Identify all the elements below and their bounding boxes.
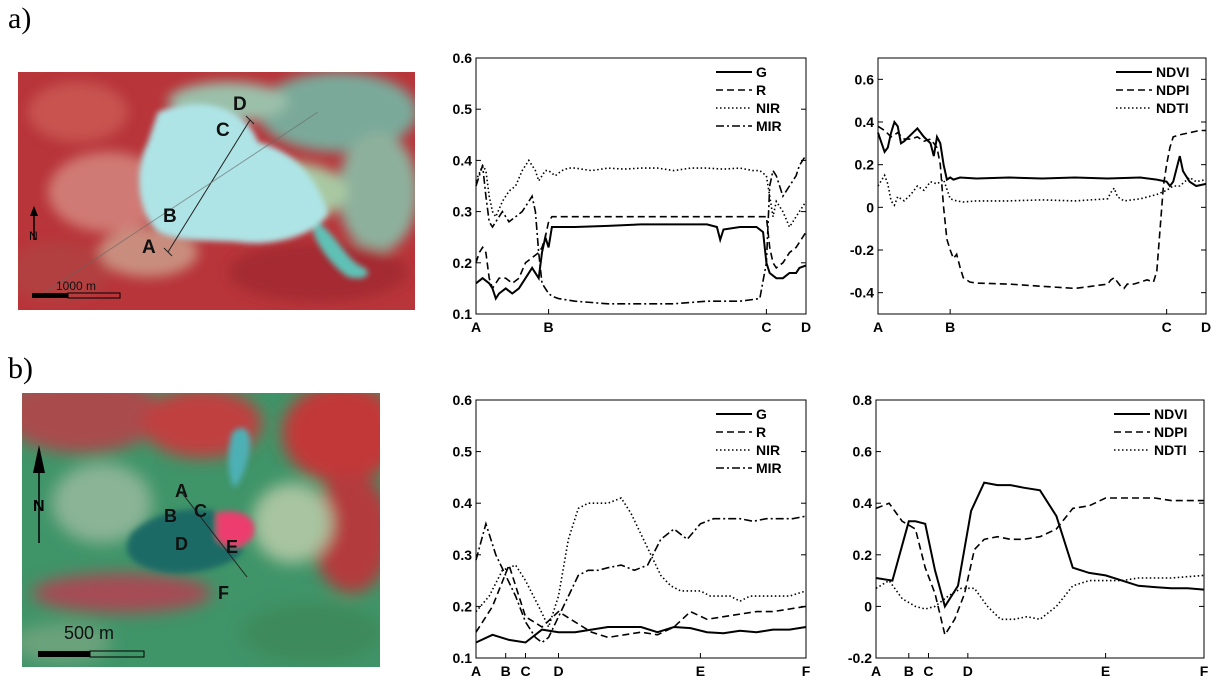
x-tick-label: B <box>945 319 955 335</box>
legend-label-r: R <box>756 424 766 440</box>
x-tick-label: B <box>544 319 554 335</box>
scale-label: 1000 m <box>56 279 96 293</box>
legend-label-mir: MIR <box>756 118 782 134</box>
x-tick-label: D <box>801 319 811 335</box>
legend-label-ndvi: NDVI <box>1154 406 1187 422</box>
point-label-d: D <box>233 94 247 115</box>
north-arrow-icon <box>30 206 38 240</box>
y-tick-label: -0.2 <box>848 650 872 666</box>
legend-label-ndpi: NDPI <box>1156 82 1189 98</box>
legend-label-ndpi: NDPI <box>1154 424 1187 440</box>
x-tick-label: E <box>1101 663 1110 679</box>
legend-label-mir: MIR <box>756 460 782 476</box>
panel-label-a: a) <box>8 2 32 35</box>
legend-label-ndti: NDTI <box>1156 100 1189 116</box>
y-tick-label: 0.3 <box>453 547 473 563</box>
band-reflectance-chart-a: 0.1 0.2 0.3 0.4 0.5 0.6 A B C D GR NIR MIR <box>453 50 812 335</box>
y-tick-label: 0.6 <box>855 71 875 87</box>
north-arrow-icon <box>33 445 45 543</box>
y-tick-label: 0 <box>866 199 874 215</box>
series-line-ndpi <box>875 497 1204 637</box>
x-tick-label: D <box>963 663 973 679</box>
x-tick-label: F <box>802 663 811 679</box>
y-tick-label: 0.6 <box>453 392 473 408</box>
y-tick-label: 0.5 <box>453 101 473 117</box>
series-line-mir <box>475 154 807 305</box>
band-reflectance-chart-b: 0.1 0.2 0.3 0.4 0.5 0.6 A B C D E F GR NIR MIR <box>453 392 811 679</box>
series-line-ndpi <box>877 125 1206 290</box>
point-label-f: F <box>218 583 229 603</box>
legend-label-r: R <box>756 82 766 98</box>
point-label-c: C <box>216 120 230 141</box>
point-label-a: A <box>175 481 188 501</box>
index-chart-b: -0.2 0 0.2 0.4 0.6 0.8 A B C D E F NDVI NDPI NDTI <box>848 392 1209 679</box>
series-line-ndti <box>875 574 1205 621</box>
y-tick-label: 0.6 <box>453 50 473 66</box>
point-label-b: B <box>164 506 177 526</box>
point-label-e: E <box>226 537 238 557</box>
series-line-g <box>475 625 807 644</box>
legend-label-ndvi: NDVI <box>1156 64 1189 80</box>
legend-label-g: G <box>756 406 767 422</box>
x-tick-label: F <box>1200 663 1209 679</box>
scale-bar <box>32 292 121 299</box>
y-tick-label: 0.4 <box>855 114 875 130</box>
x-tick-label: A <box>873 319 883 335</box>
y-tick-label: 0.1 <box>453 650 473 666</box>
y-tick-label: 0.1 <box>453 306 473 322</box>
point-label-c: C <box>194 501 207 521</box>
y-tick-label: 0.4 <box>453 495 473 511</box>
legend-label-nir: NIR <box>756 100 780 116</box>
x-tick-label: B <box>501 663 511 679</box>
y-tick-label: 0.6 <box>853 444 873 460</box>
x-tick-label: A <box>871 663 881 679</box>
legend-label-nir: NIR <box>756 442 780 458</box>
series-line-nir <box>475 497 807 630</box>
point-label-d: D <box>175 534 188 554</box>
x-tick-label: E <box>696 663 705 679</box>
point-label-a: A <box>142 237 156 258</box>
scale-bar <box>38 650 145 658</box>
satellite-image-b: A B C D E F N 500 m <box>22 393 380 667</box>
series-line-ndti <box>877 173 1207 207</box>
series-line-ndvi <box>875 481 1205 609</box>
y-tick-label: 0.4 <box>453 152 473 168</box>
x-tick-label: C <box>761 319 771 335</box>
y-tick-label: 0.8 <box>853 392 873 408</box>
series-line-r <box>475 215 807 291</box>
legend-label-ndti: NDTI <box>1154 442 1187 458</box>
panel-label-b: b) <box>8 352 33 385</box>
y-tick-label: 0 <box>864 598 872 614</box>
point-label-b: B <box>163 206 177 227</box>
legend-label-g: G <box>756 64 767 80</box>
plot-frame <box>475 399 807 659</box>
y-tick-label: 0.2 <box>853 547 873 563</box>
x-tick-label: C <box>923 663 933 679</box>
series-line-ndvi <box>877 119 1207 188</box>
y-tick-label: 0.2 <box>453 255 473 271</box>
y-tick-label: 0.2 <box>855 157 875 173</box>
x-tick-label: A <box>471 663 481 679</box>
index-chart-a: -0.4 -0.2 0 0.2 0.4 0.6 A B C D NDVI NDPI NDTI <box>850 57 1211 335</box>
x-tick-label: D <box>1201 319 1211 335</box>
plot-frame <box>875 399 1205 659</box>
x-tick-label: B <box>904 663 914 679</box>
y-tick-label: 0.4 <box>853 495 873 511</box>
x-tick-label: C <box>520 663 530 679</box>
series-line-g <box>475 223 807 301</box>
scale-label: 500 m <box>64 623 114 643</box>
series-line-r <box>475 562 807 639</box>
x-tick-label: C <box>1162 319 1172 335</box>
x-tick-label: A <box>471 319 481 335</box>
y-tick-label: -0.4 <box>850 285 874 301</box>
north-label: N <box>33 498 45 515</box>
y-tick-label: -0.2 <box>850 242 874 258</box>
y-tick-label: 0.2 <box>453 598 473 614</box>
x-tick-label: D <box>553 663 563 679</box>
y-tick-label: 0.3 <box>453 204 473 220</box>
north-label: N <box>29 229 38 243</box>
satellite-image-a: D C B A N 1000 m <box>18 72 415 310</box>
y-tick-label: 0.5 <box>453 444 473 460</box>
